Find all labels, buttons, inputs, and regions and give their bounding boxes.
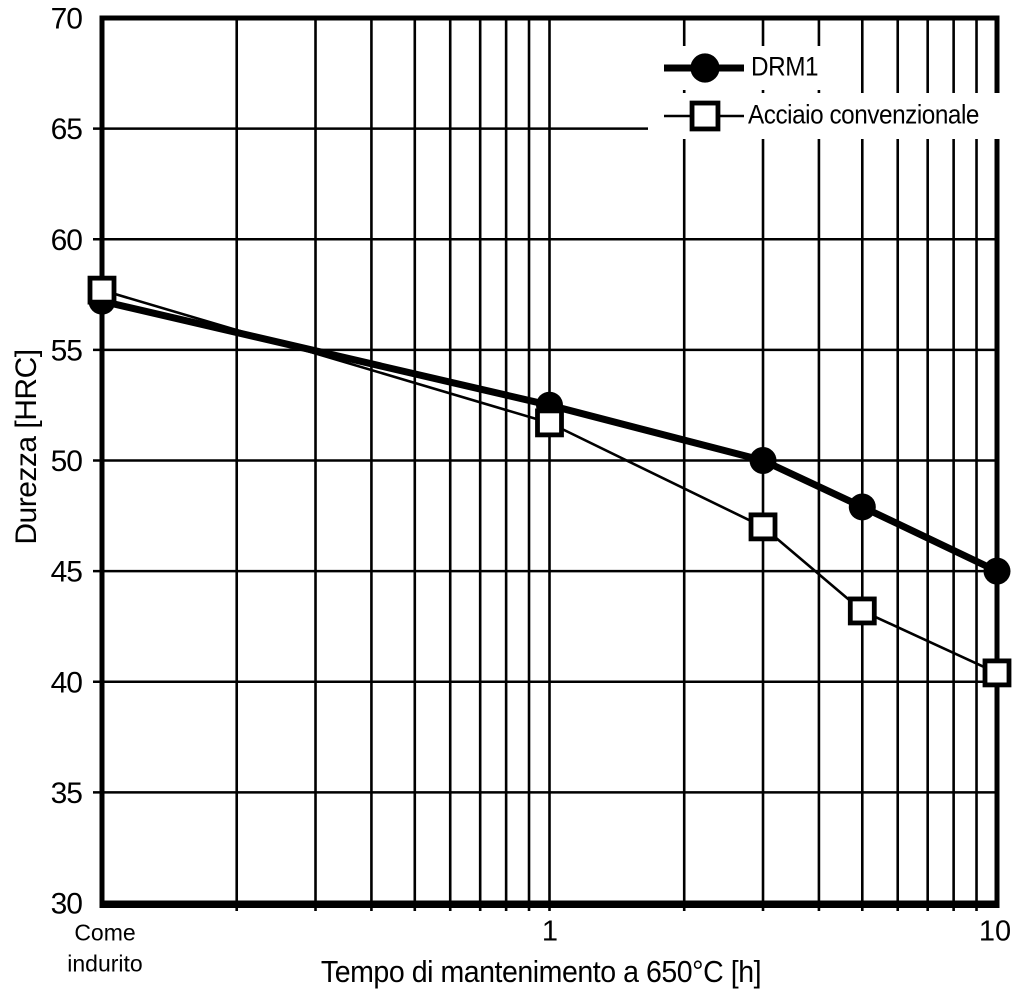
filled-circle-marker-3 <box>848 493 876 521</box>
x-tick-label-as-hardened: Come indurito <box>67 917 142 978</box>
legend-filled-circle-icon <box>690 53 720 83</box>
y-tick-label-40: 40 <box>51 666 83 699</box>
legend-open-square-icon <box>689 100 721 132</box>
x-tick-label-as-hardened-line1: Come <box>74 919 136 946</box>
y-tick-label-30: 30 <box>51 888 83 921</box>
y-tick-label-70: 70 <box>51 3 83 36</box>
y-axis-title: Durezza [HRC] <box>10 349 43 545</box>
legend-label-acciaio-convenzionale: Acciaio convenzionale <box>748 99 980 130</box>
x-tick-label-10: 10 <box>978 915 1012 948</box>
legend-label-drm1: DRM1 <box>751 51 819 82</box>
filled-circle-marker-2 <box>749 447 777 474</box>
y-tick-label-45: 45 <box>51 556 83 589</box>
open-square-marker-2 <box>748 512 778 542</box>
filled-circle-marker-4 <box>983 557 1011 585</box>
y-tick-label-65: 65 <box>51 113 83 146</box>
open-square-marker-4 <box>982 658 1012 688</box>
y-tick-label-50: 50 <box>51 445 83 478</box>
y-tick-label-55: 55 <box>51 334 83 367</box>
y-tick-label-35: 35 <box>51 777 83 810</box>
x-tick-label-1: 1 <box>541 915 559 948</box>
open-square-marker-3 <box>847 596 877 626</box>
open-square-marker-0 <box>87 275 117 305</box>
x-tick-label-as-hardened-line2: indurito <box>67 950 143 976</box>
y-tick-label-60: 60 <box>51 224 83 257</box>
open-square-marker-1 <box>535 408 564 438</box>
x-axis-title: Tempo di mantenimento a 650°C [h] <box>320 954 762 989</box>
